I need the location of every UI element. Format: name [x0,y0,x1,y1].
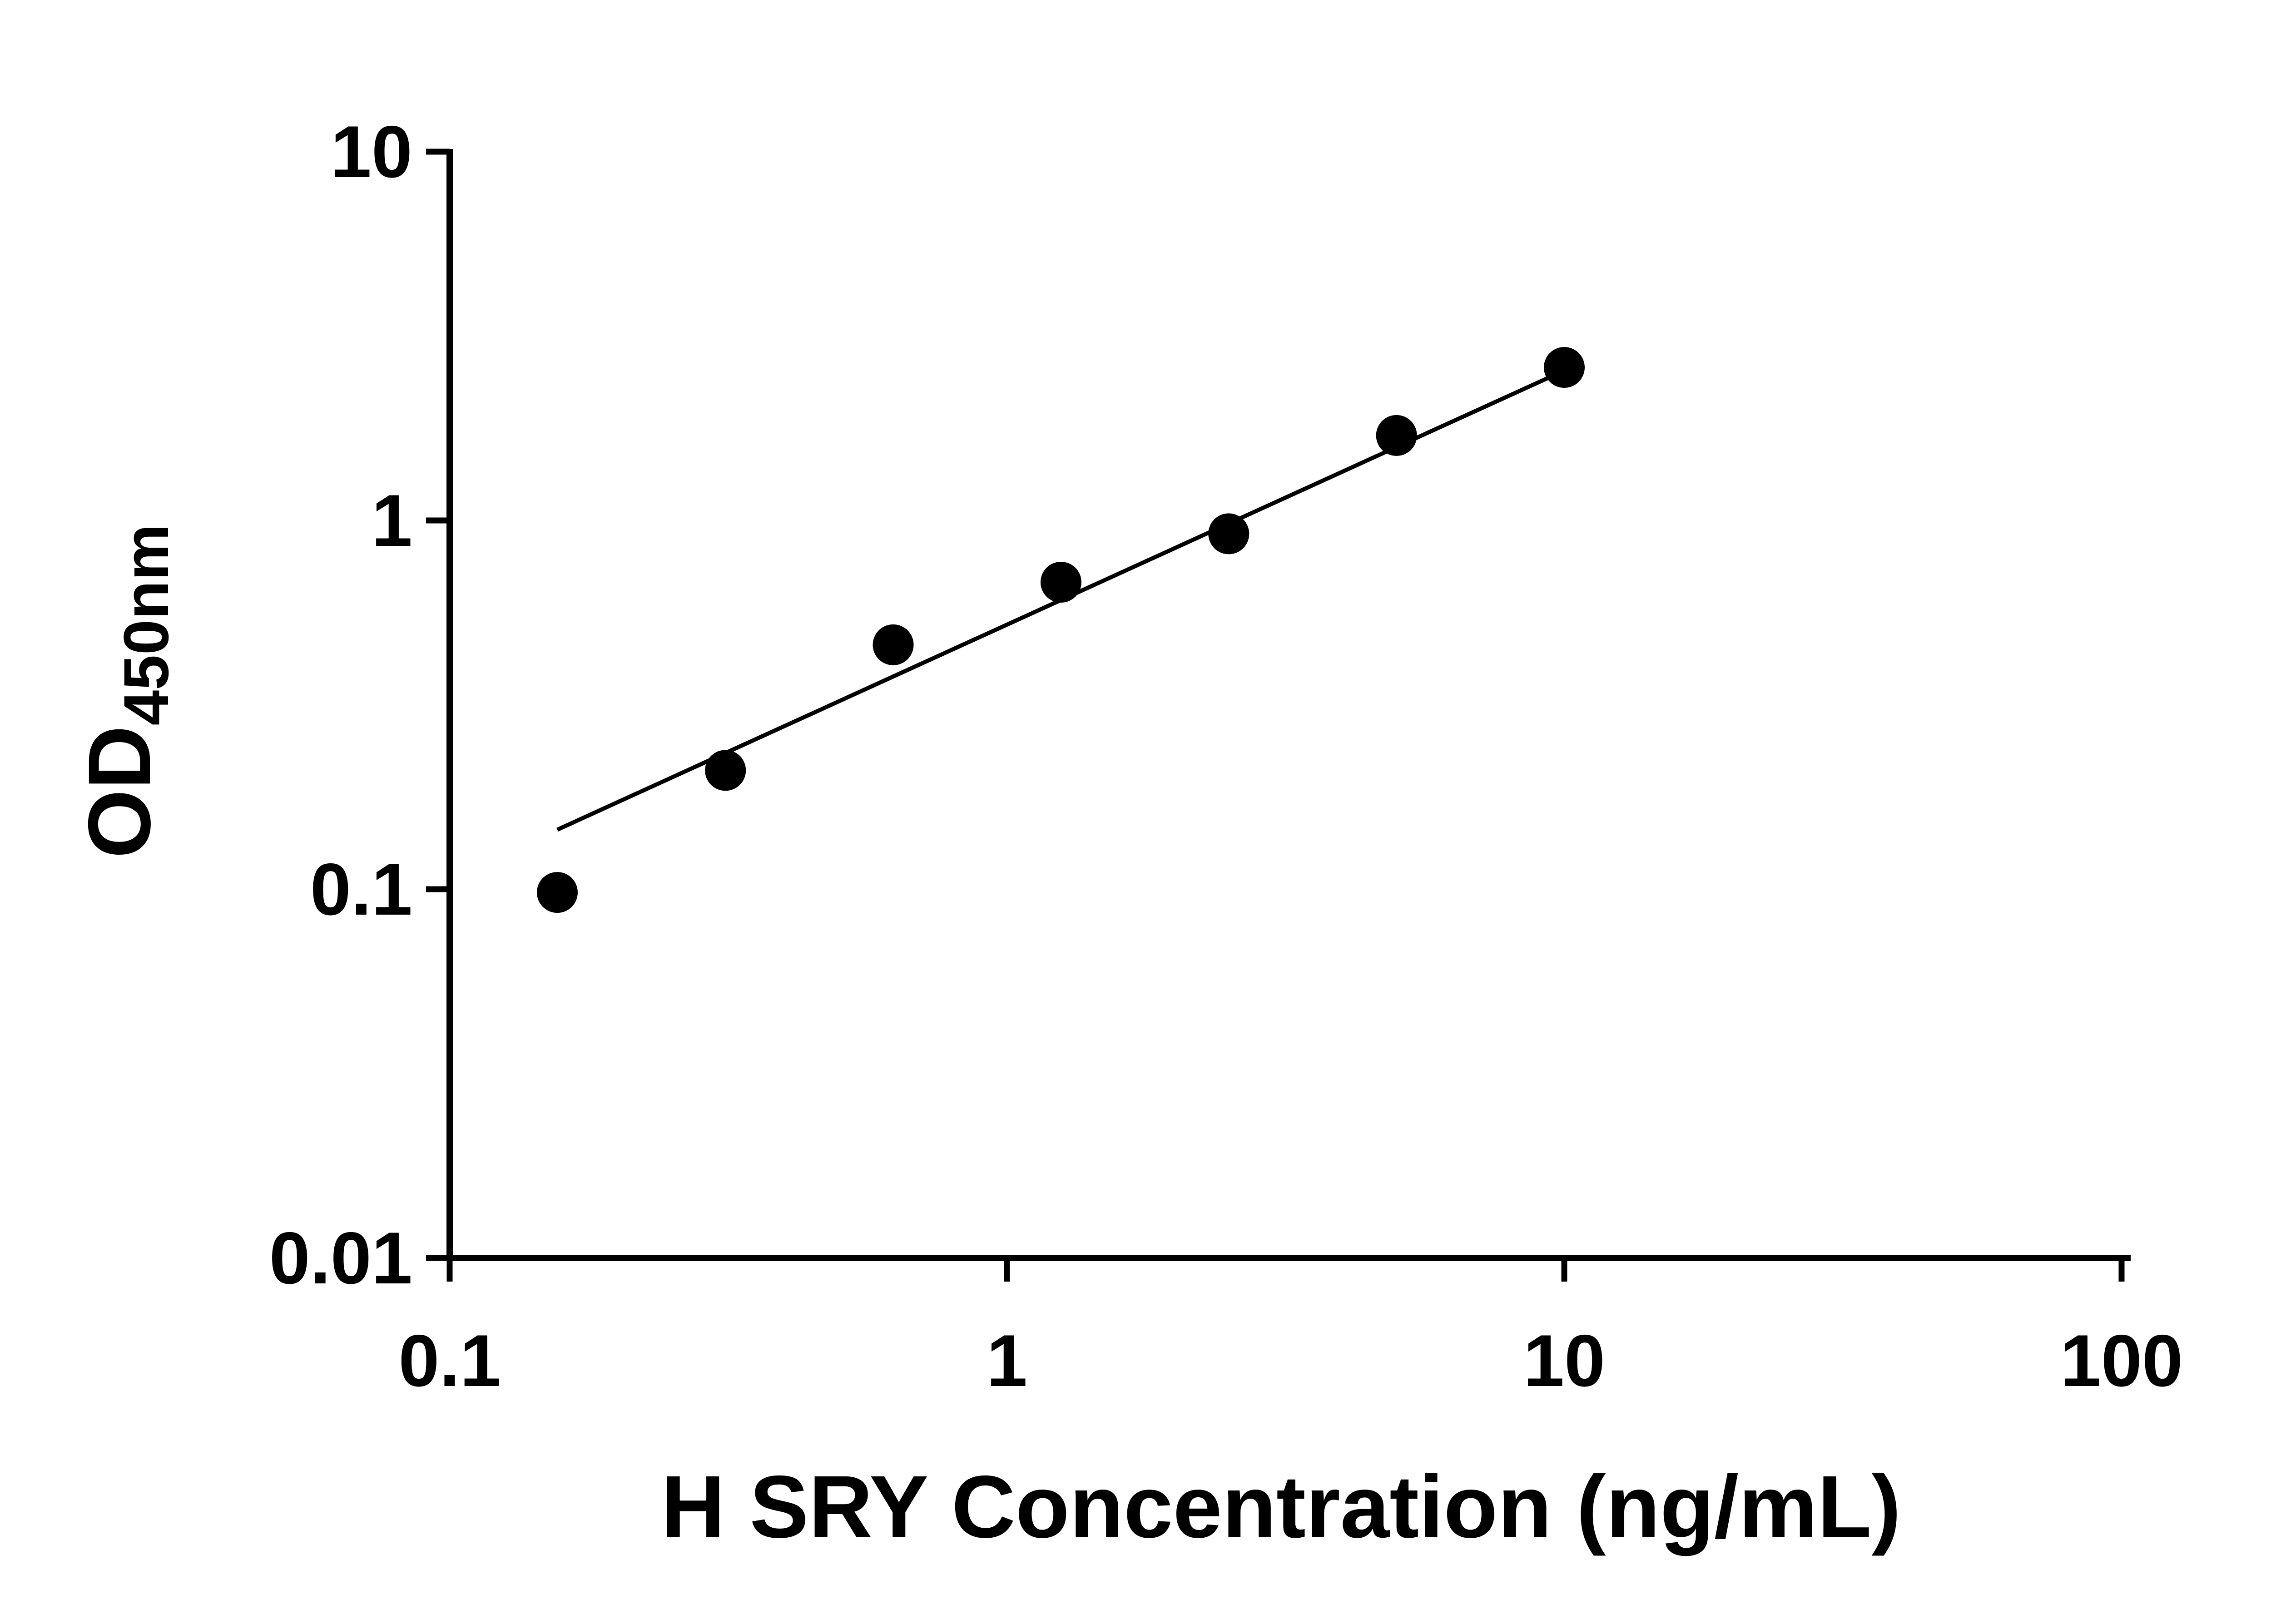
y-axis-title: OD450nm [70,524,182,858]
x-tick-label: 100 [2060,1320,2183,1402]
x-axis-title: H SRY Concentration (ng/mL) [661,1457,1901,1556]
y-tick-label: 0.01 [269,1217,412,1299]
y-tick-label: 10 [331,111,412,193]
y-axis-title-main: OD [70,726,169,859]
y-tick-label: 0.1 [310,848,412,931]
x-tick-label: 1 [987,1320,1027,1402]
x-tick-label: 10 [1523,1320,1605,1402]
data-point [1376,415,1417,456]
data-point [1544,347,1585,388]
y-tick-label: 1 [372,480,412,562]
data-point [1208,513,1250,555]
data-point [1040,562,1081,603]
data-point [705,750,746,791]
data-point [873,624,914,665]
x-tick-label: 0.1 [398,1320,501,1402]
y-axis-title-subscript: 450nm [110,524,182,726]
data-point [536,872,578,913]
